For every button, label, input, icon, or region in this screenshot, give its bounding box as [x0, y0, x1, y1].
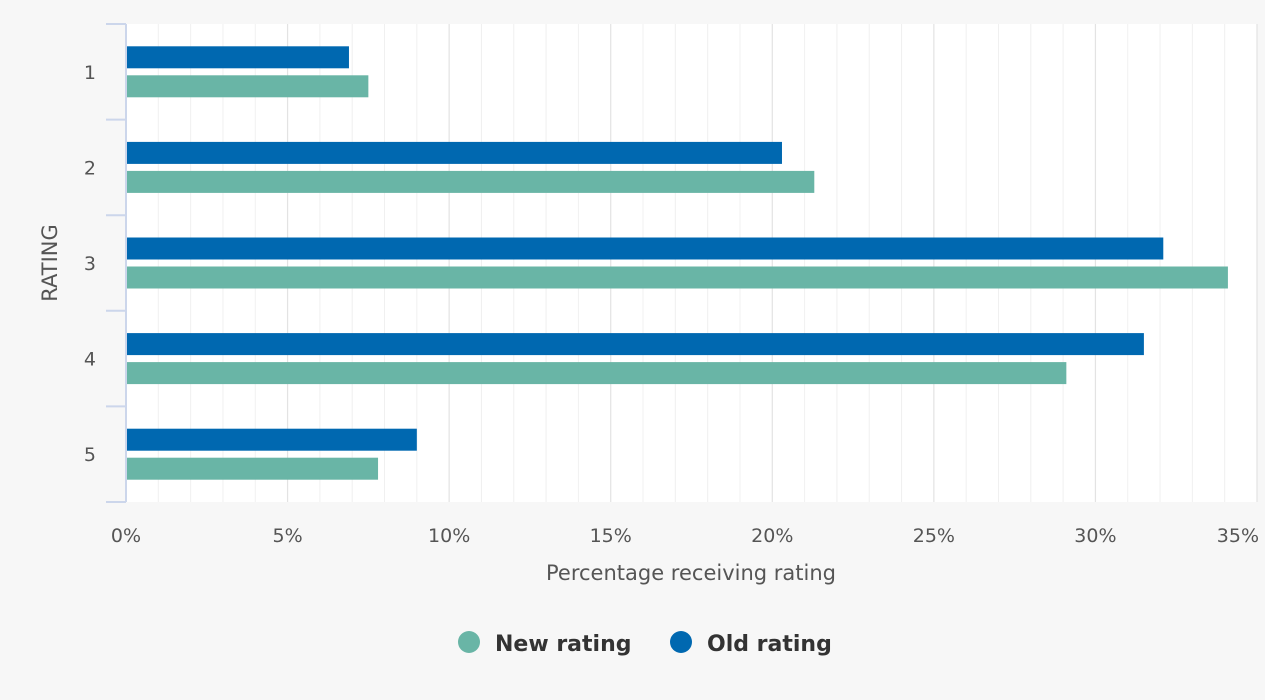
bar-old-rating-5 [126, 428, 417, 451]
legend-label: Old rating [707, 632, 832, 657]
x-tick-labels: 0% 5% 10% 15% 20% 25% 30% 35% [111, 525, 1259, 547]
y-tick-label: 1 [84, 62, 96, 84]
legend-label: New rating [495, 632, 631, 657]
y-tick-label: 4 [84, 349, 96, 371]
bar-old-rating-3 [126, 237, 1164, 260]
legend-item-old-rating: Old rating [670, 631, 832, 657]
x-tick-label: 25% [913, 525, 955, 547]
y-axis-title: RATING [38, 224, 62, 301]
legend-marker-icon [670, 631, 692, 653]
plot-background [126, 24, 1257, 502]
bar-old-rating-2 [126, 141, 782, 164]
bar-new-rating-5 [126, 457, 379, 480]
x-tick-label: 30% [1074, 525, 1116, 547]
bar-new-rating-2 [126, 170, 815, 193]
y-axis: 1 2 3 4 5 [84, 23, 127, 503]
minor-gridlines [157, 24, 1226, 502]
legend-marker-icon [458, 631, 480, 653]
x-tick-label: 35% [1217, 525, 1259, 547]
bars [126, 46, 1228, 480]
bar-new-rating-3 [126, 266, 1228, 289]
legend-item-new-rating: New rating [458, 631, 631, 657]
bar-old-rating-1 [126, 46, 349, 69]
x-tick-label: 10% [428, 525, 470, 547]
bar-new-rating-4 [126, 362, 1067, 385]
y-tick-label: 3 [84, 253, 96, 275]
y-tick-label: 2 [84, 157, 96, 179]
x-tick-label: 20% [751, 525, 793, 547]
x-tick-label: 15% [590, 525, 632, 547]
y-tick-label: 5 [84, 444, 96, 466]
x-axis-title: Percentage receiving rating [546, 561, 836, 585]
major-gridlines [286, 24, 1258, 502]
bar-new-rating-1 [126, 75, 369, 98]
bar-old-rating-4 [126, 333, 1144, 356]
legend: New rating Old rating [458, 631, 832, 657]
x-tick-label: 0% [111, 525, 141, 547]
x-tick-label: 5% [272, 525, 302, 547]
